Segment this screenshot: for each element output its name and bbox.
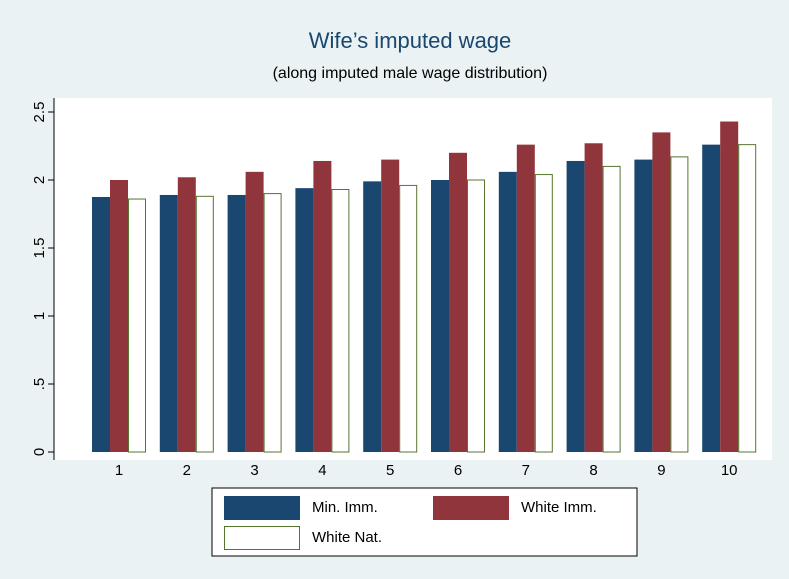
x-tick-label: 2 (183, 462, 191, 479)
bar (399, 184, 418, 453)
bar (363, 181, 382, 453)
bar (738, 144, 757, 453)
x-tick-label: 6 (454, 462, 462, 479)
x-tick-label: 8 (589, 462, 597, 479)
bar (602, 165, 621, 453)
bar (159, 194, 178, 452)
x-tick-label: 5 (386, 462, 394, 479)
bar (110, 180, 128, 452)
x-tick-label: 4 (318, 462, 326, 479)
bar (634, 159, 653, 452)
bar (467, 179, 485, 453)
y-tick-label: 2 (31, 176, 48, 184)
y-tick-label: .5 (31, 378, 48, 391)
y-tick-label: 2.5 (31, 102, 48, 123)
bar (584, 143, 603, 452)
y-tick-label: 1.5 (31, 238, 48, 259)
bar (516, 144, 535, 452)
legend-swatch (224, 526, 300, 550)
bar (449, 152, 467, 453)
bar (177, 177, 196, 452)
x-tick-label: 7 (522, 462, 530, 479)
x-tick-label: 3 (250, 462, 258, 479)
bar (313, 160, 332, 452)
bar (92, 197, 110, 452)
legend-label: White Nat. (312, 529, 382, 546)
bar (381, 159, 400, 452)
bar (128, 198, 146, 453)
chart-title: Wife’s imputed wage (309, 28, 512, 53)
bar (534, 174, 553, 453)
bar (720, 121, 739, 453)
bar (702, 144, 721, 452)
bar (263, 193, 282, 453)
bar (670, 156, 689, 453)
x-tick-label: 9 (657, 462, 665, 479)
y-tick-label: 1 (31, 312, 48, 320)
bar (566, 160, 585, 452)
x-tick-label: 1 (115, 462, 123, 479)
legend-label: White Imm. (521, 499, 597, 516)
legend-swatch (224, 496, 300, 520)
bar (195, 195, 214, 453)
bar (227, 194, 246, 452)
bar (295, 188, 314, 452)
x-tick-label: 10 (721, 462, 738, 479)
bar (498, 171, 517, 452)
chart-subtitle: (along imputed male wage distribution) (273, 65, 548, 82)
legend-swatch (433, 496, 509, 520)
legend-label: Min. Imm. (312, 499, 378, 516)
bar (245, 171, 264, 452)
bar (331, 189, 350, 453)
bar (431, 180, 449, 452)
bar (652, 132, 671, 452)
y-tick-label: 0 (31, 448, 48, 456)
